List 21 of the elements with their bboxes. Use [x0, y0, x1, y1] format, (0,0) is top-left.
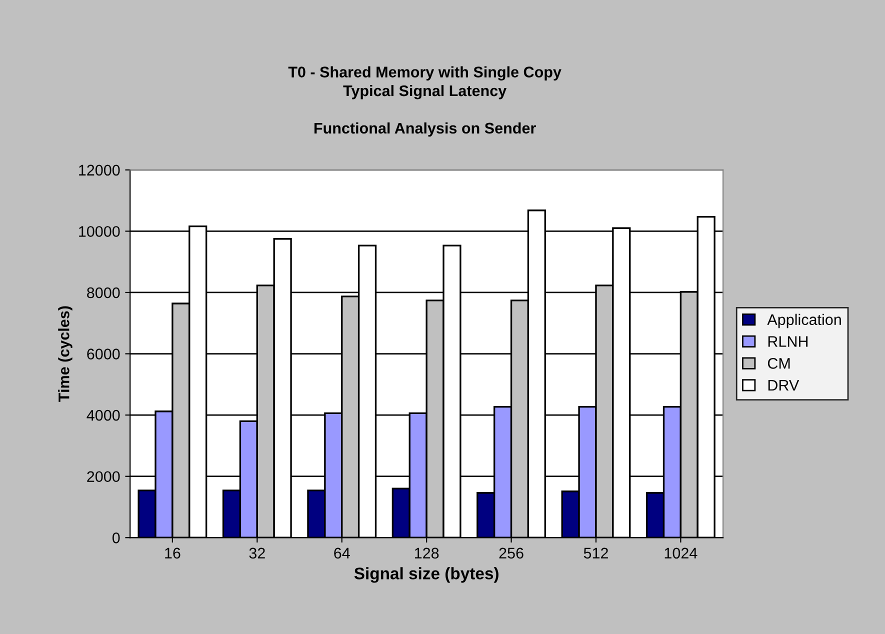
chart-title: T0 - Shared Memory with Single Copy Typical Signal Latency Functional Analysis on Sender [288, 66, 562, 137]
x-tick-label: 256 [499, 548, 524, 559]
y-tick-label: 6000 [87, 348, 120, 360]
legend-label: DRV [768, 380, 800, 391]
legend-label: CM [768, 358, 790, 369]
y-tick-label: 4000 [86, 410, 120, 421]
y-tick-label: 12000 [79, 164, 120, 176]
y-tick-label: 10000 [79, 226, 120, 237]
x-tick-label: 128 [414, 548, 439, 559]
legend-label: Application [767, 314, 841, 328]
y-tick-label: 2000 [87, 471, 120, 482]
y-axis-title: Time (cycles) [58, 306, 72, 402]
legend-label: RLNH [768, 336, 808, 347]
x-tick-label: 64 [334, 548, 350, 559]
x-tick-label: 32 [249, 548, 265, 559]
y-tick-label: 8000 [87, 287, 120, 298]
x-axis-title: Signal size (bytes) [354, 567, 498, 583]
y-tick-label: 0 [112, 532, 120, 544]
x-tick-label: 1024 [664, 548, 698, 559]
x-tick-label: 512 [584, 548, 608, 559]
x-tick-label: 16 [165, 548, 180, 559]
